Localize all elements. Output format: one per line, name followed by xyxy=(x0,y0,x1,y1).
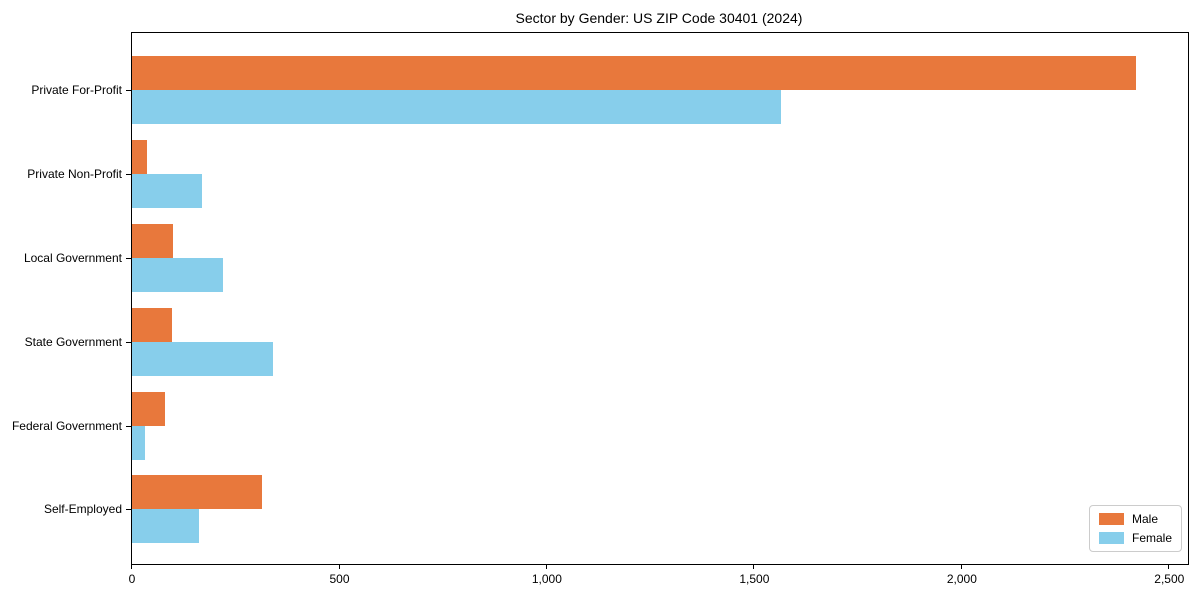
bar-male-private-for-profit xyxy=(132,56,1137,90)
bar-female-self-employed xyxy=(132,509,199,543)
x-tick-mark xyxy=(338,564,340,569)
legend-item-male: Male xyxy=(1098,512,1172,526)
xtick-label-2000: 2,000 xyxy=(946,572,977,586)
x-tick-mark xyxy=(960,564,962,569)
bar-male-local-government xyxy=(132,224,174,258)
ytick-label-federal-government: Federal Government xyxy=(11,419,122,433)
ytick-label-private-non-profit: Private Non-Profit xyxy=(27,167,122,181)
plot-area: Male Female Private For-Profit Private No… xyxy=(12,32,1189,586)
legend-label-female: Female xyxy=(1131,531,1172,545)
ytick-label-private-for-profit: Private For-Profit xyxy=(31,83,122,97)
bar-female-local-government xyxy=(132,258,224,292)
x-tick-mark xyxy=(131,564,132,569)
ytick-label-state-government: State Government xyxy=(24,335,122,349)
bar-male-private-non-profit xyxy=(132,140,147,174)
xtick-label-1000: 1,000 xyxy=(531,572,562,586)
legend-swatch-male-icon xyxy=(1098,513,1124,525)
y-tick-mark xyxy=(126,90,131,91)
bar-female-private-non-profit xyxy=(132,174,202,208)
legend-label-male: Male xyxy=(1131,512,1158,526)
y-tick-mark xyxy=(126,258,131,259)
y-tick-mark xyxy=(126,174,131,175)
y-tick-mark xyxy=(126,426,131,427)
xtick-label-1500: 1,500 xyxy=(739,572,770,586)
bar-male-federal-government xyxy=(132,392,166,426)
legend-item-female: Female xyxy=(1098,531,1172,545)
xtick-label-500: 500 xyxy=(329,572,350,586)
y-tick-mark xyxy=(126,342,131,343)
x-tick-mark xyxy=(753,564,755,569)
ytick-label-local-government: Local Government xyxy=(23,251,122,265)
legend-swatch-female-icon xyxy=(1098,532,1124,544)
y-tick-mark xyxy=(126,509,131,510)
x-tick-mark xyxy=(1168,564,1170,569)
chart-title: Sector by Gender: US ZIP Code 30401 (202… xyxy=(515,10,803,26)
bar-male-self-employed xyxy=(132,475,262,509)
bar-female-state-government xyxy=(132,342,274,376)
bar-male-state-government xyxy=(132,308,172,342)
bar-female-federal-government xyxy=(132,426,146,460)
ytick-label-self-employed: Self-Employed xyxy=(43,502,122,516)
bar-female-private-for-profit xyxy=(132,90,782,124)
legend: Male Female xyxy=(1088,505,1182,552)
xtick-label-2500: 2,500 xyxy=(1154,572,1185,586)
xtick-label-0: 0 xyxy=(128,572,136,586)
x-tick-mark xyxy=(545,564,547,569)
